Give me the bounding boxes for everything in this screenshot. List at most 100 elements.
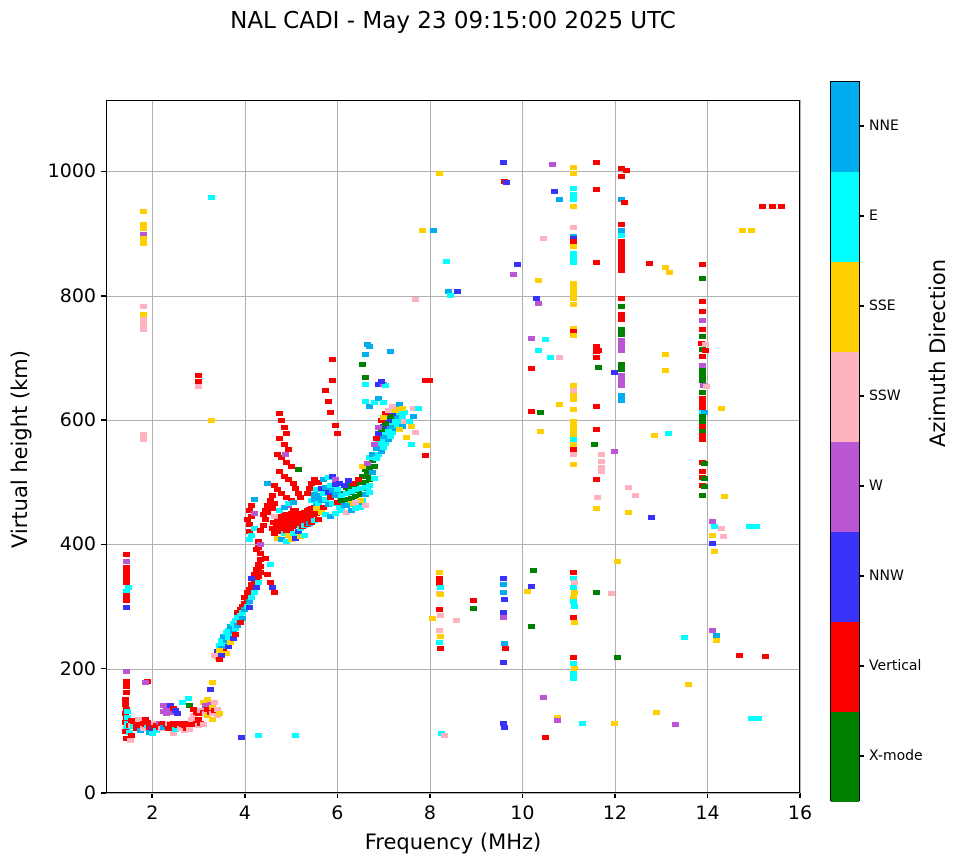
data-point [204, 712, 212, 718]
data-point [204, 697, 212, 703]
data-point [343, 503, 351, 509]
data-point [248, 513, 256, 519]
data-point [338, 493, 346, 499]
data-point [759, 203, 767, 209]
data-point [611, 720, 619, 726]
data-point [123, 684, 131, 690]
data-point [174, 710, 182, 716]
data-point [569, 290, 577, 296]
data-point [324, 489, 332, 495]
data-point [569, 447, 577, 453]
data-point [699, 395, 707, 401]
data-point [248, 532, 256, 538]
data-point [382, 411, 390, 417]
data-point [363, 461, 371, 467]
data-point [234, 622, 242, 628]
data-point [375, 451, 383, 457]
data-point [310, 476, 318, 482]
data-point [618, 296, 626, 302]
data-point [336, 480, 344, 486]
data-point [329, 473, 337, 479]
data-point [407, 423, 415, 429]
data-point [281, 451, 289, 457]
data-point [426, 378, 434, 384]
data-point [380, 423, 388, 429]
data-point [306, 485, 314, 491]
data-point [204, 706, 212, 712]
data-point [702, 384, 710, 390]
data-point [710, 549, 718, 555]
data-point [280, 425, 288, 431]
data-point [370, 400, 378, 406]
data-point [375, 425, 383, 431]
data-point [611, 449, 619, 455]
data-point [271, 513, 279, 519]
data-point [280, 504, 288, 510]
data-point [250, 526, 258, 532]
data-point [262, 517, 270, 523]
y-gridline [106, 544, 800, 546]
data-point [662, 351, 670, 357]
data-point [528, 365, 536, 371]
data-point [292, 507, 300, 513]
data-point [569, 301, 577, 307]
data-point [539, 236, 547, 242]
data-point [430, 228, 438, 234]
data-point [139, 311, 147, 317]
data-point [139, 226, 147, 232]
data-point [315, 479, 323, 485]
data-point [419, 228, 427, 234]
data-point [421, 453, 429, 458]
data-point [435, 581, 443, 587]
data-point [361, 503, 369, 509]
data-point [280, 473, 288, 479]
data-point [282, 431, 290, 437]
data-point [623, 167, 630, 173]
y-tick-label: 400 [59, 533, 96, 556]
data-point [671, 722, 679, 728]
data-point [322, 512, 330, 518]
data-point [699, 493, 707, 499]
data-point [218, 652, 226, 658]
data-point [313, 505, 320, 511]
x-axis-label: Frequency (MHz) [364, 830, 542, 854]
data-point [255, 574, 263, 580]
data-point [618, 392, 626, 398]
x-tick-mark [521, 793, 524, 798]
data-point [514, 262, 522, 268]
data-point [282, 459, 290, 465]
data-point [356, 504, 364, 510]
data-point [292, 485, 300, 491]
x-tick-label: 2 [146, 802, 159, 824]
data-point [139, 327, 147, 333]
y-gridline [106, 171, 800, 173]
data-point [528, 583, 536, 589]
data-point [292, 535, 300, 541]
data-point [354, 476, 362, 482]
y-tick-mark [101, 170, 106, 173]
data-point [532, 296, 540, 302]
data-point [708, 518, 716, 524]
data-point [271, 590, 279, 596]
data-point [592, 355, 600, 361]
data-point [405, 418, 413, 424]
data-point [361, 381, 369, 387]
data-point [238, 616, 246, 622]
data-point [569, 433, 577, 439]
colorbar-segment-sse [831, 262, 859, 352]
data-point [333, 499, 341, 505]
data-point [396, 426, 404, 432]
data-point [282, 494, 290, 500]
data-point [248, 503, 256, 509]
data-point [225, 644, 233, 650]
data-point [237, 734, 245, 740]
data-point [229, 621, 237, 627]
data-point [597, 459, 605, 465]
data-point [245, 529, 253, 535]
data-point [211, 700, 219, 706]
data-point [509, 272, 517, 278]
colorbar-segment-x-mode [831, 712, 859, 802]
x-tick-mark [706, 793, 709, 798]
data-point [380, 433, 388, 439]
data-point [699, 372, 707, 378]
